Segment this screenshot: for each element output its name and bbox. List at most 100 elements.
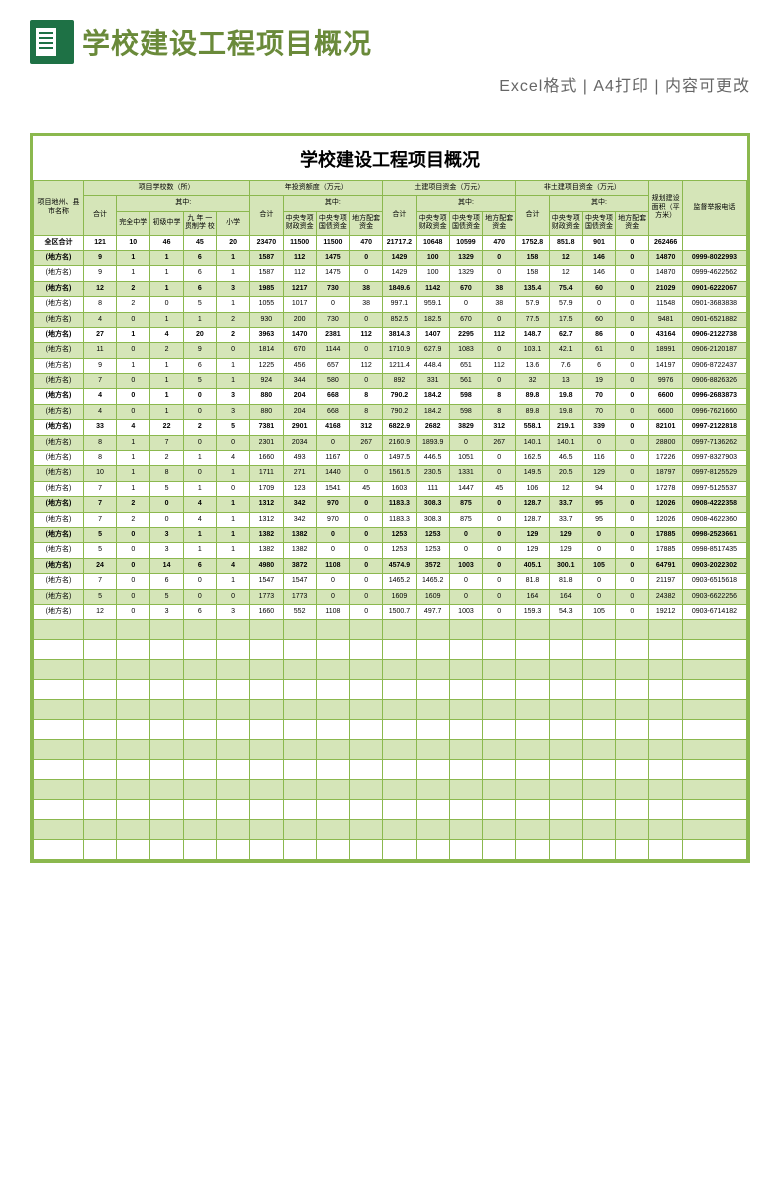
table-row: (地方名)72041131234297001183.3308.38750128.… bbox=[34, 497, 747, 512]
cell bbox=[34, 740, 84, 760]
cell: 959.1 bbox=[416, 297, 449, 312]
cell: 9 bbox=[83, 358, 116, 373]
cell: (地方名) bbox=[34, 558, 84, 573]
cell: 0 bbox=[483, 266, 516, 281]
col-header: 初级中学 bbox=[150, 211, 183, 235]
cell bbox=[516, 820, 549, 840]
cell bbox=[616, 840, 649, 860]
col-header: 合计 bbox=[516, 196, 549, 235]
cell: 1470 bbox=[283, 327, 316, 342]
cell: 7 bbox=[83, 374, 116, 389]
cell bbox=[216, 660, 249, 680]
cell bbox=[316, 660, 349, 680]
cell bbox=[283, 740, 316, 760]
cell: 627.9 bbox=[416, 343, 449, 358]
cell bbox=[183, 760, 216, 780]
table-row: (地方名)240146449803872110804574.9357210030… bbox=[34, 558, 747, 573]
cell: (地方名) bbox=[34, 466, 84, 481]
cell: 204 bbox=[283, 404, 316, 419]
cell: 851.8 bbox=[549, 235, 582, 250]
cell: (地方名) bbox=[34, 604, 84, 619]
cell bbox=[483, 620, 516, 640]
cell: 790.2 bbox=[383, 404, 416, 419]
cell: 0906-8722437 bbox=[682, 358, 746, 373]
cell: 8 bbox=[83, 297, 116, 312]
cell: 57.9 bbox=[549, 297, 582, 312]
cell: 1773 bbox=[250, 589, 283, 604]
cell bbox=[649, 620, 682, 640]
cell: 43164 bbox=[649, 327, 682, 342]
cell: 6 bbox=[582, 358, 615, 373]
cell: 19.8 bbox=[549, 404, 582, 419]
cell bbox=[649, 820, 682, 840]
cell bbox=[449, 680, 482, 700]
cell bbox=[150, 660, 183, 680]
cell bbox=[649, 660, 682, 680]
table-row: (地方名)9116112254566571121211.4448.4651112… bbox=[34, 358, 747, 373]
cell: 901 bbox=[582, 235, 615, 250]
cell: 0 bbox=[616, 527, 649, 542]
cell bbox=[283, 840, 316, 860]
cell bbox=[283, 760, 316, 780]
table-row: (地方名)33422257381290141683126822.92682382… bbox=[34, 420, 747, 435]
cell: 0903-2022302 bbox=[682, 558, 746, 573]
cell: 0908-4622360 bbox=[682, 512, 746, 527]
cell bbox=[183, 640, 216, 660]
cell: 95 bbox=[582, 497, 615, 512]
cell: 0 bbox=[616, 312, 649, 327]
cell bbox=[549, 700, 582, 720]
cell bbox=[150, 700, 183, 720]
cell: 2 bbox=[117, 497, 150, 512]
table-row: (地方名)72041131234297001183.3308.38750128.… bbox=[34, 512, 747, 527]
cell: 230.5 bbox=[416, 466, 449, 481]
cell: 89.8 bbox=[516, 389, 549, 404]
col-header: 年投资额度（万元） bbox=[250, 181, 383, 196]
cell bbox=[183, 740, 216, 760]
cell: 6 bbox=[183, 281, 216, 296]
table-row: (地方名)1102901814670114401710.9627.9108301… bbox=[34, 343, 747, 358]
cell: 0 bbox=[483, 543, 516, 558]
cell: 12 bbox=[549, 250, 582, 265]
cell bbox=[416, 620, 449, 640]
cell: 0 bbox=[117, 543, 150, 558]
cell bbox=[616, 720, 649, 740]
cell bbox=[616, 700, 649, 720]
cell: 1253 bbox=[383, 543, 416, 558]
cell: 81.8 bbox=[516, 574, 549, 589]
cell: 20 bbox=[183, 327, 216, 342]
cell bbox=[250, 640, 283, 660]
cell: 6600 bbox=[649, 404, 682, 419]
cell: 12 bbox=[549, 481, 582, 496]
cell: 0 bbox=[350, 589, 383, 604]
cell bbox=[682, 640, 746, 660]
cell bbox=[250, 740, 283, 760]
cell: 262466 bbox=[649, 235, 682, 250]
cell: 19212 bbox=[649, 604, 682, 619]
cell: 38 bbox=[483, 297, 516, 312]
excel-icon bbox=[30, 20, 74, 64]
cell: 0 bbox=[616, 297, 649, 312]
cell bbox=[483, 820, 516, 840]
cell: 0 bbox=[483, 589, 516, 604]
cell: 4 bbox=[83, 404, 116, 419]
cell bbox=[117, 740, 150, 760]
table-row bbox=[34, 780, 747, 800]
cell: (地方名) bbox=[34, 589, 84, 604]
cell: 1051 bbox=[449, 451, 482, 466]
cell: 668 bbox=[316, 404, 349, 419]
cell bbox=[449, 700, 482, 720]
cell: 456 bbox=[283, 358, 316, 373]
cell: 6 bbox=[183, 358, 216, 373]
cell: 全区合计 bbox=[34, 235, 84, 250]
cell: 8 bbox=[483, 404, 516, 419]
cell bbox=[383, 820, 416, 840]
cell: 0 bbox=[616, 497, 649, 512]
cell: 12 bbox=[83, 281, 116, 296]
cell bbox=[616, 760, 649, 780]
cell bbox=[549, 680, 582, 700]
cell: 5 bbox=[216, 420, 249, 435]
cell: 112 bbox=[283, 266, 316, 281]
cell: 580 bbox=[316, 374, 349, 389]
cell bbox=[34, 660, 84, 680]
cell bbox=[34, 680, 84, 700]
